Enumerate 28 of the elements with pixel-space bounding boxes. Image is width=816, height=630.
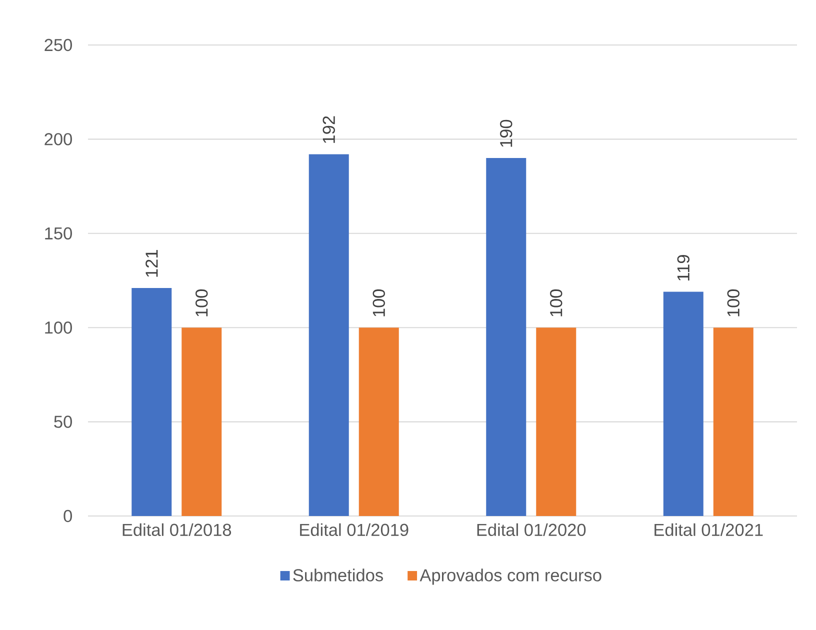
data-label: 192 <box>322 116 335 143</box>
data-label: 100 <box>372 289 385 316</box>
legend-label: Submetidos <box>293 568 383 582</box>
x-tick-label: Edital 01/2019 <box>300 523 408 536</box>
bar <box>358 328 399 516</box>
bar <box>663 292 704 516</box>
data-label: 100 <box>196 289 208 316</box>
bar <box>182 328 222 516</box>
bar <box>713 328 754 516</box>
bar <box>486 158 526 516</box>
y-tick-label: 150 <box>45 227 72 240</box>
data-label: 190 <box>500 120 512 147</box>
data-label: 121 <box>146 250 158 277</box>
y-tick-label: 50 <box>54 416 72 428</box>
bar <box>536 328 576 516</box>
y-tick-label: 100 <box>45 321 72 334</box>
y-tick-label: 200 <box>44 133 72 146</box>
data-label: 100 <box>550 289 562 316</box>
data-label: 119 <box>677 255 690 280</box>
x-tick-label: Edital 01/2020 <box>477 523 586 536</box>
y-tick-label: 250 <box>44 38 72 52</box>
legend-label: Aprovados com recurso <box>420 568 602 585</box>
x-tick-label: Edital 01/2021 <box>654 523 763 536</box>
bar <box>132 288 172 516</box>
data-label: 100 <box>727 289 740 316</box>
y-tick-label: 0 <box>64 510 72 522</box>
bar <box>308 154 349 516</box>
x-tick-label: Edital 01/2018 <box>122 523 232 536</box>
